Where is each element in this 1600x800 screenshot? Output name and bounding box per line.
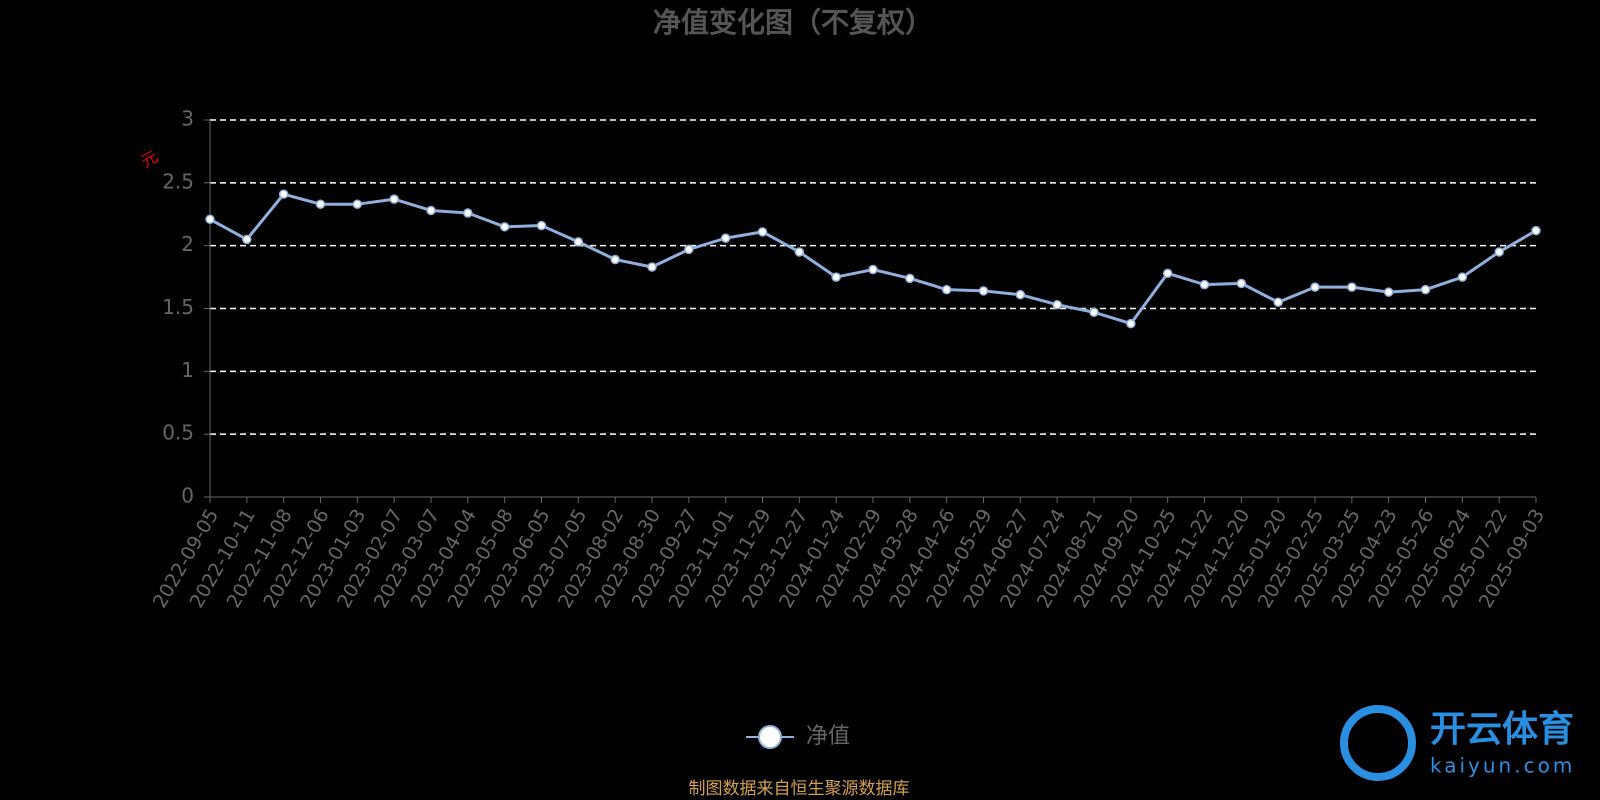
marker [1531,225,1541,236]
watermark: 开云体育 kaiyun.com [1340,705,1575,781]
marker [1383,287,1394,297]
y-tick-label: 0.5 [162,421,194,445]
marker [1089,307,1099,318]
marker [278,189,289,199]
marker [536,220,547,231]
marker [1126,318,1136,329]
source-note: 制图数据来自恒生聚源数据库 [689,779,910,799]
marker [573,237,584,247]
marker [978,286,989,296]
legend-marker [758,725,782,749]
marker [1310,282,1320,292]
y-tick-label: 2.5 [162,169,194,193]
marker [1236,278,1247,289]
watermark-brand: 开云体育 [1430,709,1574,750]
marker [757,227,768,237]
y-tick-label: 0 [181,484,194,508]
marker [315,199,326,209]
marker [1199,279,1210,290]
marker [352,199,363,209]
marker [1457,272,1468,282]
marker [242,234,252,245]
y-tick-label: 3 [181,107,194,131]
marker [1494,247,1504,257]
y-tick-label: 1.5 [162,295,194,319]
marker [684,244,694,255]
marker [1347,282,1357,292]
marker [905,273,915,284]
watermark-site: kaiyun.com [1430,754,1575,778]
marker [868,264,878,275]
y-tick-label: 2 [181,232,194,256]
marker [1420,284,1431,295]
marker [794,247,805,257]
chart-title: 净值变化图（不复权） [653,6,933,39]
marker [389,194,399,204]
marker [647,262,657,272]
marker [831,272,841,282]
y-tick-label: 1 [181,358,194,382]
marker [426,205,436,216]
marker [463,208,473,218]
marker [941,284,952,295]
marker [610,254,620,265]
marker [205,214,215,225]
marker [1015,289,1026,300]
legend-label: 净值 [806,724,850,749]
marker [720,233,731,243]
logo [1340,705,1416,781]
marker [1052,299,1062,310]
marker [1273,297,1283,307]
marker [1162,268,1173,279]
marker [499,222,510,232]
